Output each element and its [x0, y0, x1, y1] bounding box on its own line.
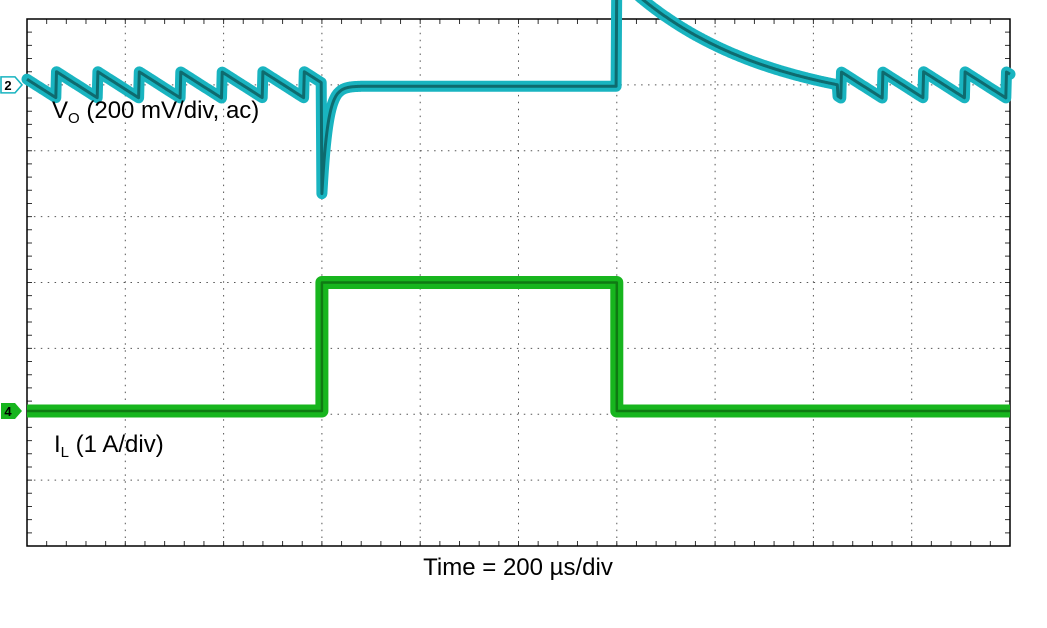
legend-vo-main: V: [52, 97, 68, 124]
legend-vo-rest: (200 mV/div, ac): [80, 97, 260, 124]
legend-vo: VO (200 mV/div, ac): [52, 97, 259, 127]
legend-il-main: I: [54, 431, 61, 458]
plot-border: [26, 18, 1011, 547]
channel-4-number: 4: [4, 404, 12, 419]
channel-2-marker: 2: [0, 76, 24, 94]
legend-il-sub: L: [61, 444, 69, 461]
channel-4-marker: 4: [1, 402, 22, 419]
channel-2-number: 2: [4, 78, 11, 93]
traces: [21, 0, 1016, 418]
x-axis-label: Time = 200 µs/div: [423, 554, 613, 581]
legend-vo-sub: O: [68, 110, 80, 127]
trace-il-core: [27, 281, 1010, 413]
legend-il: IL (1 A/div): [54, 431, 164, 461]
trace-vo-core: [26, 0, 1011, 196]
legend-il-rest: (1 A/div): [69, 431, 164, 458]
